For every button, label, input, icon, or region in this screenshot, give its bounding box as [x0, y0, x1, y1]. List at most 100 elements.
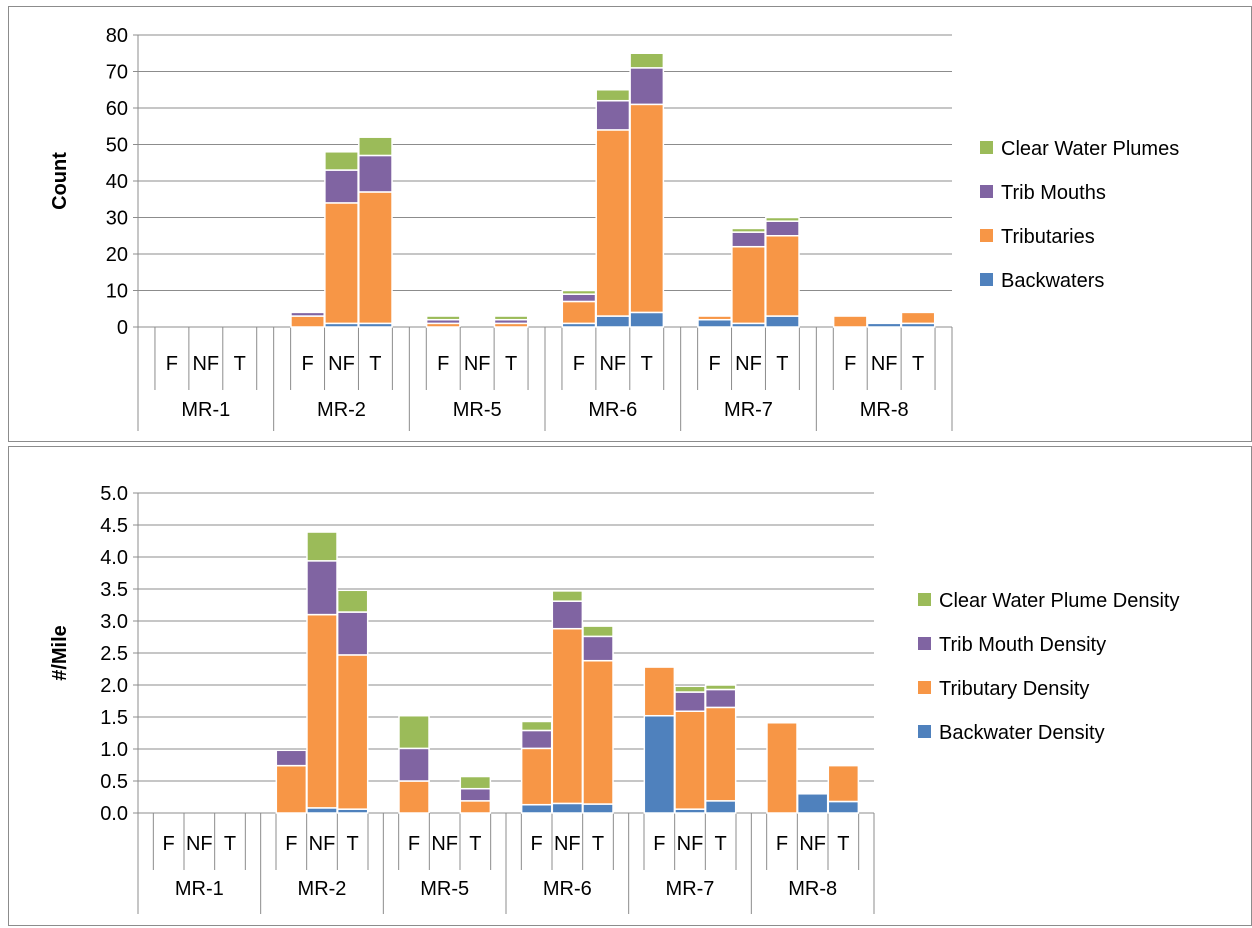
density-bar-trib-mouth-density	[582, 635, 614, 662]
count-bar-tributaries	[832, 315, 868, 328]
density-bar-tributary-density	[643, 666, 676, 717]
count-bar-tributaries	[290, 315, 325, 328]
density-bar-tributary-density	[551, 627, 584, 805]
density-bar-clear-water-plume-density	[582, 625, 614, 638]
density-ytick-label: 5.0	[100, 483, 128, 505]
density-bar-tributary-density	[520, 747, 553, 806]
density-bar-backwater-density	[551, 802, 584, 814]
legend-label: Backwater Density	[939, 722, 1105, 744]
count-bar-backwaters	[765, 315, 800, 328]
density-sub-label: NF	[554, 833, 581, 855]
legend-swatch	[918, 593, 931, 606]
density-bar-tributary-density	[582, 659, 614, 805]
count-group-label: MR-6	[588, 399, 637, 421]
density-bar-backwater-density	[306, 807, 338, 814]
count-ytick-label: 10	[106, 281, 128, 303]
density-sub-label: F	[163, 833, 175, 855]
legend-swatch	[918, 681, 931, 694]
density-bar-tributary-density	[704, 706, 737, 802]
density-group-label: MR-6	[543, 878, 592, 900]
density-bar-clear-water-plume-density	[459, 775, 492, 790]
count-sub-label: NF	[192, 353, 219, 375]
legend-label: Clear Water Plumes	[1001, 138, 1180, 160]
density-bar-trib-mouth-density	[704, 688, 737, 709]
density-bar-backwater-density	[704, 800, 737, 814]
density-y-axis-title: #/Mile	[49, 625, 71, 681]
count-group-label: MR-5	[453, 399, 502, 421]
density-ytick-label: 1.5	[100, 707, 128, 729]
count-bar-tributaries	[324, 202, 359, 325]
count-ytick-label: 50	[106, 135, 128, 157]
legend-item: Clear Water Plume Density	[918, 590, 1179, 613]
density-sub-label: T	[224, 833, 236, 855]
legend-item: Trib Mouths	[980, 182, 1106, 205]
count-ytick-label: 80	[106, 25, 128, 47]
density-bar-clear-water-plume-density	[306, 531, 338, 562]
count-ytick-label: 30	[106, 208, 128, 230]
count-sub-label: F	[844, 353, 856, 375]
density-ytick-label: 3.0	[100, 611, 128, 633]
density-group-label: MR-8	[788, 878, 837, 900]
density-group-label: MR-1	[175, 878, 224, 900]
count-bar-clear-water-plumes	[765, 216, 800, 222]
density-bar-tributary-density	[674, 710, 706, 810]
count-bar-clear-water-plumes	[731, 227, 766, 233]
density-bar-trib-mouth-density	[336, 611, 369, 656]
legend-label: Clear Water Plume Density	[939, 590, 1180, 612]
legend-label: Trib Mouth Density	[939, 634, 1107, 656]
density-bar-clear-water-plume-density	[704, 684, 737, 691]
density-bar-backwater-density	[796, 793, 829, 814]
count-ytick-label: 0	[117, 317, 128, 339]
count-bar-clear-water-plumes	[493, 315, 529, 321]
count-y-axis-title: Count	[49, 152, 71, 210]
legend-label: Trib Mouths	[1001, 182, 1106, 204]
density-group-label: MR-7	[666, 878, 715, 900]
count-bar-tributaries	[595, 129, 631, 317]
count-bar-trib-mouths	[731, 231, 766, 248]
count-ytick-label: 40	[106, 171, 128, 193]
count-bar-trib-mouths	[595, 99, 631, 131]
count-bar-clear-water-plumes	[629, 52, 665, 69]
density-bar-trib-mouth-density	[551, 600, 584, 630]
density-sub-label: F	[653, 833, 665, 855]
legend-swatch	[918, 637, 931, 650]
density-bar-tributary-density	[827, 764, 860, 803]
legend-swatch	[980, 273, 993, 286]
legend-label: Backwaters	[1001, 270, 1105, 292]
count-bar-trib-mouths	[629, 67, 665, 106]
count-sub-label: F	[708, 353, 720, 375]
density-bar-backwater-density	[827, 800, 860, 814]
density-group-label: MR-5	[420, 878, 469, 900]
density-bar-tributary-density	[398, 780, 430, 814]
count-bar-clear-water-plumes	[324, 151, 359, 171]
density-ytick-label: 0.5	[100, 771, 128, 793]
count-bar-tributaries	[561, 300, 597, 325]
density-sub-label: T	[347, 833, 359, 855]
count-sub-label: T	[641, 353, 653, 375]
density-bar-backwater-density	[643, 714, 676, 814]
count-bar-tributaries	[697, 315, 732, 321]
density-bar-trib-mouth-density	[398, 747, 430, 782]
count-sub-label: T	[234, 353, 246, 375]
count-group-label: MR-7	[724, 399, 773, 421]
density-ytick-label: 4.0	[100, 547, 128, 569]
count-bar-trib-mouths	[358, 154, 393, 193]
density-sub-label: F	[776, 833, 788, 855]
density-ytick-label: 4.5	[100, 515, 128, 537]
legend-label: Tributary Density	[939, 678, 1090, 700]
count-sub-label: F	[301, 353, 313, 375]
count-sub-label: T	[912, 353, 924, 375]
count-sub-label: F	[166, 353, 178, 375]
density-ytick-label: 3.5	[100, 579, 128, 601]
count-bar-backwaters	[595, 315, 631, 328]
density-sub-label: NF	[799, 833, 826, 855]
count-bar-trib-mouths	[324, 169, 359, 204]
count-sub-label: F	[437, 353, 449, 375]
density-group-label: MR-2	[298, 878, 347, 900]
density-bar-clear-water-plume-density	[551, 590, 584, 602]
count-group-label: MR-8	[860, 399, 909, 421]
density-chart: 0.0 0.5 1.0 1.5 2.0 2.5 3.0 3.5 4.0 4.5 5.0 #/Mile M…	[49, 483, 875, 914]
count-chart: 0 10 20 30 40 50 60 70 80 Count MR-1 F NF T MR-2 F NF T MR…	[49, 25, 953, 431]
legend-swatch	[980, 141, 993, 154]
count-bar-tributaries	[358, 191, 393, 325]
